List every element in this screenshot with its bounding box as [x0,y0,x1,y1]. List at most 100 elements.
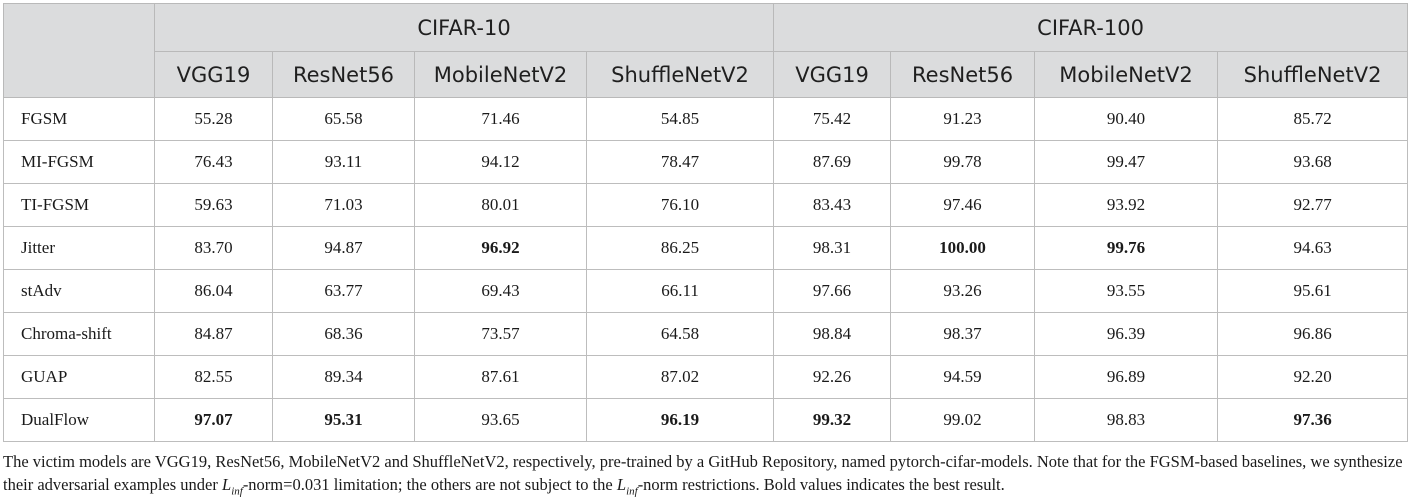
value-cell: 83.70 [154,226,273,270]
value-cell: 54.85 [585,97,775,141]
method-cell: Chroma-shift [3,312,155,356]
value-cell: 99.02 [890,398,1036,442]
group-header-cifar10: CIFAR-10 [153,3,775,52]
method-cell: MI-FGSM [3,140,155,184]
value-cell: 87.69 [773,140,892,184]
model-header: ResNet56 [272,51,415,98]
value-cell: 97.66 [773,269,892,313]
value-cell: 94.12 [414,140,587,184]
model-header: MobileNetV2 [414,51,587,98]
table-row: FGSM 55.28 65.58 71.46 54.85 75.42 91.23 90.40 8… [3,97,1409,141]
value-cell: 97.46 [890,183,1036,227]
model-header: VGG19 [154,51,273,98]
value-cell: 97.07 [154,398,273,442]
method-cell: FGSM [3,97,155,141]
value-cell: 95.31 [272,398,415,442]
value-cell: 90.40 [1034,97,1219,141]
footnote-text: -norm=0.031 limitation; the others are n… [242,475,617,494]
norm-subscript: inf [231,485,243,498]
model-header: ShuffleNetV2 [585,51,775,98]
table-row: Jitter 83.70 94.87 96.92 86.25 98.31 100.00 99.… [3,226,1409,270]
value-cell: 98.37 [890,312,1036,356]
value-cell: 100.00 [890,226,1036,270]
value-cell: 80.01 [414,183,587,227]
value-cell: 64.58 [585,312,775,356]
table-header: CIFAR-10 CIFAR-100 VGG19 ResNet56 Mobile… [3,3,1409,98]
norm-symbol: L [222,475,232,494]
table-body: FGSM 55.28 65.58 71.46 54.85 75.42 91.23 90.40 8… [3,97,1409,442]
value-cell: 99.78 [890,140,1036,184]
dataset-header-row: CIFAR-10 CIFAR-100 [3,3,1409,98]
method-cell: stAdv [3,269,155,313]
value-cell: 94.59 [890,355,1036,399]
table-row: Chroma-shift 84.87 68.36 73.57 64.58 98.84 98.… [3,312,1409,356]
value-cell: 55.28 [154,97,273,141]
value-cell: 91.23 [890,97,1036,141]
value-cell: 98.84 [773,312,892,356]
table-row: TI-FGSM 59.63 71.03 80.01 76.10 83.43 97.46 93.… [3,183,1409,227]
value-cell: 76.43 [154,140,273,184]
value-cell: 85.72 [1217,97,1409,141]
results-table-container: CIFAR-10 CIFAR-100 VGG19 ResNet56 Mobile… [3,3,1409,503]
value-cell: 96.92 [414,226,587,270]
norm-subscript: inf [626,485,638,498]
value-cell: 66.11 [585,269,775,313]
table-row: DualFlow 97.07 95.31 93.65 96.19 99.32 99.02 98… [3,398,1409,442]
footnote-text: -norm restrictions. Bold values indicate… [637,475,1005,494]
value-cell: 92.26 [773,355,892,399]
value-cell: 69.43 [414,269,587,313]
method-cell: TI-FGSM [3,183,155,227]
results-table: CIFAR-10 CIFAR-100 VGG19 ResNet56 Mobile… [3,3,1409,442]
value-cell: 93.65 [414,398,587,442]
value-cell: 73.57 [414,312,587,356]
value-cell: 75.42 [773,97,892,141]
table-row: GUAP 82.55 89.34 87.61 87.02 92.26 94.59 96.89 9… [3,355,1409,399]
value-cell: 63.77 [272,269,415,313]
value-cell: 87.61 [414,355,587,399]
model-header-row: VGG19 ResNet56 MobileNetV2 ShuffleNetV2 … [4,51,1409,98]
method-cell: GUAP [3,355,155,399]
value-cell: 97.36 [1217,398,1409,442]
method-cell: Jitter [3,226,155,270]
value-cell: 99.47 [1034,140,1219,184]
value-cell: 78.47 [585,140,775,184]
value-cell: 89.34 [272,355,415,399]
model-header: VGG19 [773,51,892,98]
value-cell: 76.10 [585,183,775,227]
corner-cell [3,3,155,98]
value-cell: 93.92 [1034,183,1219,227]
table-row: MI-FGSM 76.43 93.11 94.12 78.47 87.69 99.78 99.… [3,140,1409,184]
value-cell: 96.86 [1217,312,1409,356]
value-cell: 92.20 [1217,355,1409,399]
value-cell: 71.03 [272,183,415,227]
value-cell: 92.77 [1217,183,1409,227]
value-cell: 65.58 [272,97,415,141]
value-cell: 93.26 [890,269,1036,313]
value-cell: 98.83 [1034,398,1219,442]
value-cell: 94.87 [272,226,415,270]
value-cell: 94.63 [1217,226,1409,270]
value-cell: 86.25 [585,226,775,270]
value-cell: 99.32 [773,398,892,442]
value-cell: 96.89 [1034,355,1219,399]
model-header: MobileNetV2 [1034,51,1219,98]
value-cell: 95.61 [1217,269,1409,313]
value-cell: 86.04 [154,269,273,313]
model-header: ResNet56 [890,51,1036,98]
method-cell: DualFlow [3,398,155,442]
value-cell: 87.02 [585,355,775,399]
value-cell: 93.68 [1217,140,1409,184]
value-cell: 98.31 [773,226,892,270]
value-cell: 82.55 [154,355,273,399]
value-cell: 96.39 [1034,312,1219,356]
value-cell: 68.36 [272,312,415,356]
footnote-text: The victim models are VGG19, ResNet56, M… [3,452,1403,494]
value-cell: 71.46 [414,97,587,141]
value-cell: 83.43 [773,183,892,227]
value-cell: 93.11 [272,140,415,184]
group-header-cifar100: CIFAR-100 [773,3,1409,52]
value-cell: 96.19 [585,398,775,442]
norm-symbol: L [616,475,627,494]
table-footnote: The victim models are VGG19, ResNet56, M… [3,450,1407,503]
value-cell: 93.55 [1034,269,1219,313]
